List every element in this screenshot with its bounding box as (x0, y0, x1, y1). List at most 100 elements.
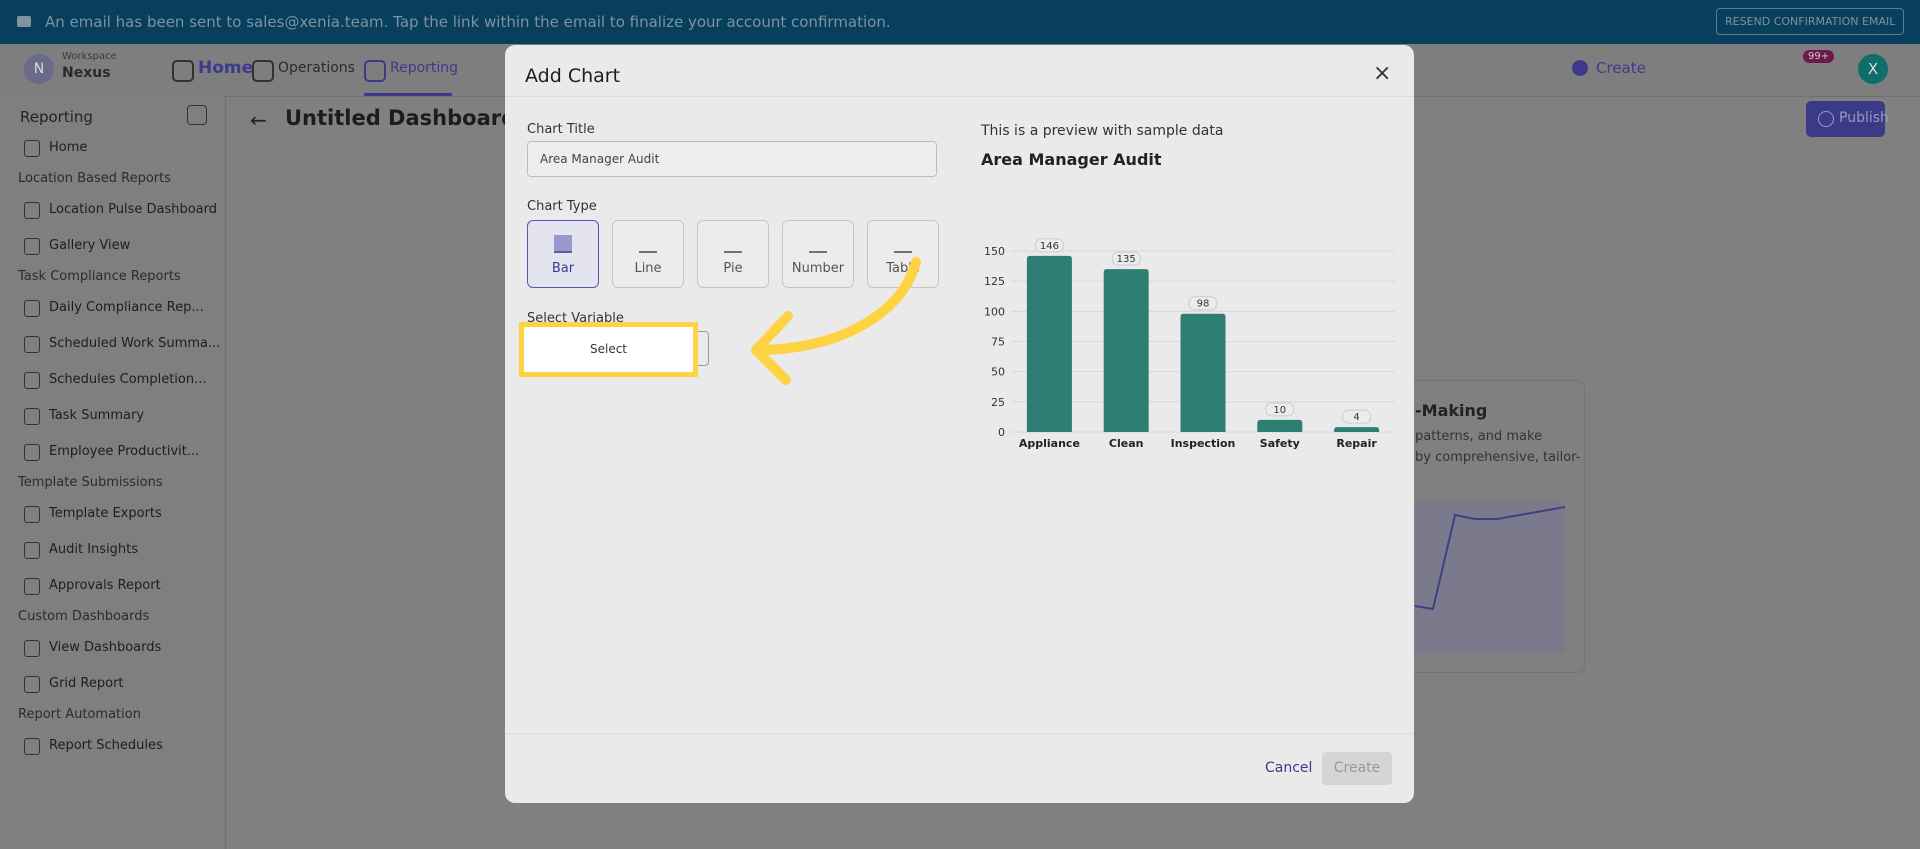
mail-icon (17, 16, 31, 27)
user-avatar[interactable]: X (1858, 54, 1888, 84)
tile-label: Line (634, 261, 662, 276)
sidebar-item[interactable]: Grid Report (49, 676, 124, 691)
sidebar-item[interactable]: Gallery View (49, 238, 131, 253)
sidebar-item[interactable]: Employee Productivit... (49, 444, 200, 459)
y-tick-label: 75 (991, 336, 1005, 349)
bar (1257, 419, 1303, 432)
nav-tab[interactable]: Operations (278, 60, 355, 76)
workspace-label: Workspace (62, 51, 117, 62)
bar (1103, 269, 1149, 432)
card-line: patterns, and make (1415, 429, 1543, 444)
chart-title-input[interactable]: Area Manager Audit (527, 141, 937, 177)
data-label: 98 (1197, 299, 1210, 310)
close-button[interactable]: × (1373, 61, 1392, 86)
y-tick-label: 0 (998, 426, 1005, 439)
x-tick-label: Repair (1336, 437, 1377, 450)
card-illustration (1415, 501, 1565, 654)
chart-type-tile[interactable]: Number (782, 220, 854, 288)
tile-label: Number (791, 261, 845, 276)
data-label: 10 (1273, 405, 1286, 416)
create-icon (1572, 60, 1588, 76)
sidebar-section: Template Submissions (18, 475, 163, 490)
sidebar-icon (24, 336, 40, 353)
sidebar-icon (24, 542, 40, 559)
y-tick-label: 125 (984, 275, 1005, 288)
sidebar-title: Reporting (20, 108, 93, 126)
sidebar-item[interactable]: Daily Compliance Rep... (49, 300, 204, 315)
sidebar-icon (24, 408, 40, 425)
tile-icon (724, 235, 742, 253)
preview-chart-title: Area Manager Audit (981, 150, 1162, 169)
resend-button[interactable]: RESEND CONFIRMATION EMAIL (1716, 8, 1905, 35)
back-arrow[interactable]: ← (250, 108, 267, 132)
modal-title: Add Chart (525, 65, 621, 87)
data-label-bg (1188, 296, 1218, 311)
background-card: -Making patterns, and make by comprehens… (1387, 380, 1585, 673)
sidebar-icon (24, 300, 40, 317)
active-underline (364, 93, 452, 96)
page-title: Untitled Dashboard (285, 106, 517, 130)
data-label: 146 (1040, 241, 1059, 252)
sidebar-section: Report Automation (18, 707, 141, 722)
sidebar-icon (24, 578, 40, 595)
sidebar-icon (24, 676, 40, 693)
tile-icon (894, 235, 912, 253)
workspace-name[interactable]: Nexus (62, 65, 111, 81)
chart-type-tile[interactable]: Pie (697, 220, 769, 288)
y-tick-label: 50 (991, 366, 1005, 379)
sidebar-item[interactable]: Location Pulse Dashboard (49, 202, 218, 217)
sidebar-icon (24, 140, 40, 157)
variable-select[interactable]: Select (589, 342, 628, 356)
sidebar-icon (24, 444, 40, 461)
chart-type-tile[interactable]: Bar (527, 220, 599, 288)
x-tick-label: Safety (1260, 437, 1300, 450)
chart-type-tile[interactable]: Line (612, 220, 684, 288)
sidebar-section: Custom Dashboards (18, 609, 150, 624)
data-label-bg (1034, 238, 1064, 253)
sidebar-item[interactable]: Home (49, 140, 88, 155)
data-label-bg (1111, 251, 1141, 266)
x-tick-label: Clean (1109, 437, 1144, 450)
create-button[interactable]: Create (1596, 59, 1646, 77)
create-chart-button[interactable]: Create (1322, 752, 1392, 785)
sidebar-item[interactable]: Task Summary (49, 408, 145, 423)
sidebar-icon (24, 506, 40, 523)
bar (1334, 427, 1380, 432)
card-line: by comprehensive, tailor- (1415, 450, 1581, 465)
nav-tab[interactable]: Home (198, 58, 254, 78)
sidebar-section: Location Based Reports (18, 171, 172, 186)
tab-icon (364, 60, 386, 82)
card-heading: -Making (1415, 401, 1488, 420)
cancel-button[interactable]: Cancel (1265, 760, 1313, 776)
banner-message: An email has been sent to sales@xenia.te… (45, 13, 891, 31)
data-label: 4 (1353, 412, 1359, 423)
tile-label: Pie (723, 261, 743, 276)
field-label: Chart Type (527, 199, 597, 214)
sidebar-icon (24, 238, 40, 255)
sidebar-item[interactable]: Template Exports (49, 506, 162, 521)
sidebar-item[interactable]: View Dashboards (49, 640, 162, 655)
y-tick-label: 25 (991, 396, 1005, 409)
tab-icon (172, 60, 194, 82)
publish-button[interactable]: Publish (1806, 101, 1889, 137)
sidebar: Reporting Home Location Based Reports Loca… (0, 96, 226, 849)
nav-tab[interactable]: Reporting (390, 60, 459, 76)
sidebar-item[interactable]: Audit Insights (49, 542, 139, 557)
x-tick-label: Inspection (1171, 437, 1236, 450)
data-label-bg (1265, 402, 1295, 417)
sidebar-item[interactable]: Schedules Completion... (49, 372, 207, 387)
y-tick-label: 100 (984, 305, 1005, 318)
publish-label: Publish (1839, 110, 1889, 126)
sidebar-item[interactable]: Scheduled Work Summa... (49, 336, 221, 351)
field-label: Chart Title (527, 122, 595, 137)
sidebar-item[interactable]: Approvals Report (49, 578, 161, 593)
x-tick-label: Appliance (1019, 437, 1080, 450)
collapse-button[interactable] (187, 105, 207, 125)
sidebar-icon (24, 738, 40, 755)
workspace-avatar: N (24, 54, 54, 84)
sidebar-item[interactable]: Report Schedules (49, 738, 163, 753)
tile-icon (809, 235, 827, 253)
arrow-annotation (751, 257, 921, 385)
preview-note: This is a preview with sample data (981, 123, 1224, 139)
